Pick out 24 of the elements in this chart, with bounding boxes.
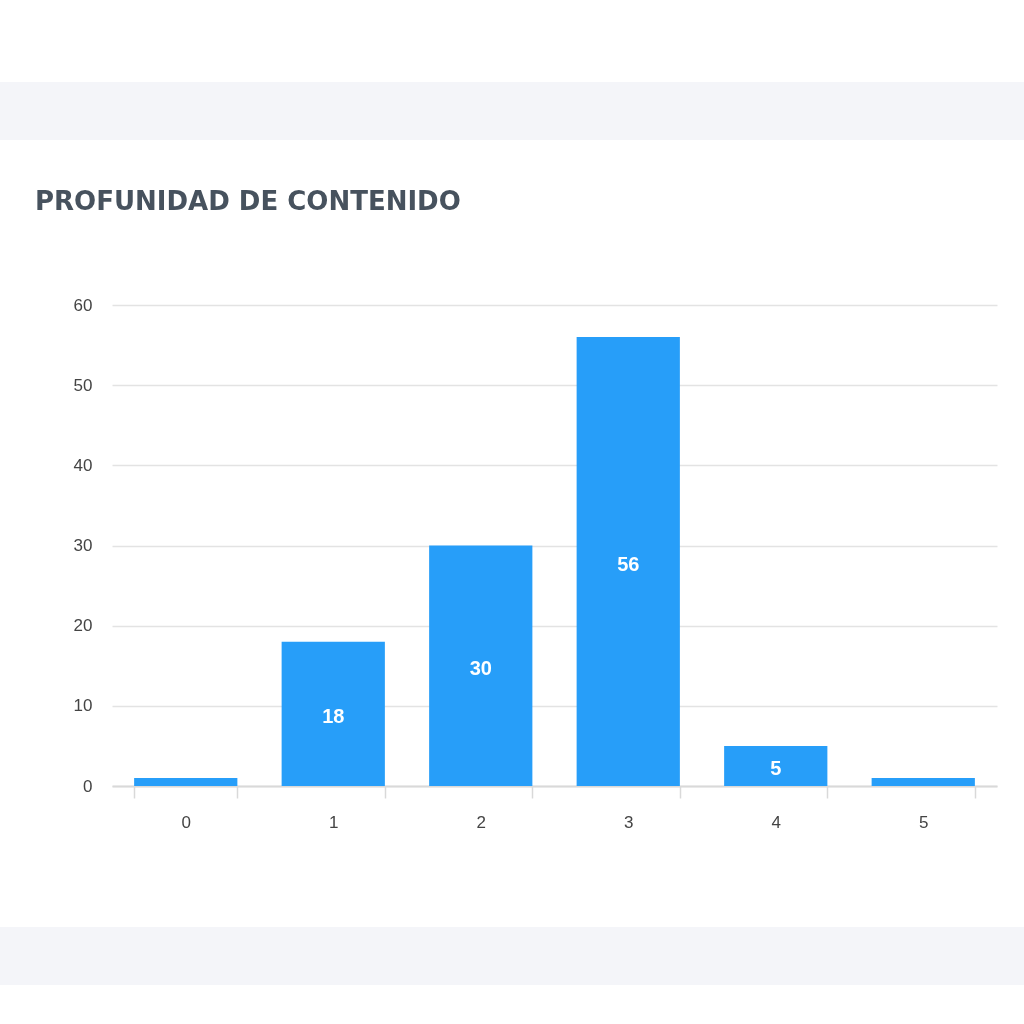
data-label: 5 (770, 756, 782, 779)
x-tick-label: 4 (771, 812, 781, 832)
y-tick-label: 40 (73, 455, 93, 475)
y-tick-label: 20 (73, 616, 93, 636)
bar (871, 777, 975, 786)
y-tick-label: 60 (73, 295, 93, 315)
x-tick-label: 3 (624, 812, 634, 832)
x-tick-label: 0 (181, 812, 191, 832)
bar (576, 337, 680, 786)
data-label: 30 (469, 656, 492, 679)
data-label: 56 (617, 552, 640, 575)
data-label: 18 (322, 704, 345, 727)
bar (134, 777, 238, 786)
chart-title: PROFUNIDAD DE CONTENIDO (35, 186, 461, 216)
x-tick-label: 1 (329, 812, 339, 832)
x-tick-label: 5 (919, 812, 929, 832)
bar (724, 745, 828, 786)
y-tick-label: 0 (83, 776, 93, 796)
bar (429, 545, 533, 786)
x-tick-label: 2 (476, 812, 486, 832)
bar (281, 641, 385, 786)
y-tick-label: 30 (73, 536, 93, 555)
y-tick-label: 50 (73, 375, 93, 395)
y-tick-label: 10 (73, 696, 93, 716)
